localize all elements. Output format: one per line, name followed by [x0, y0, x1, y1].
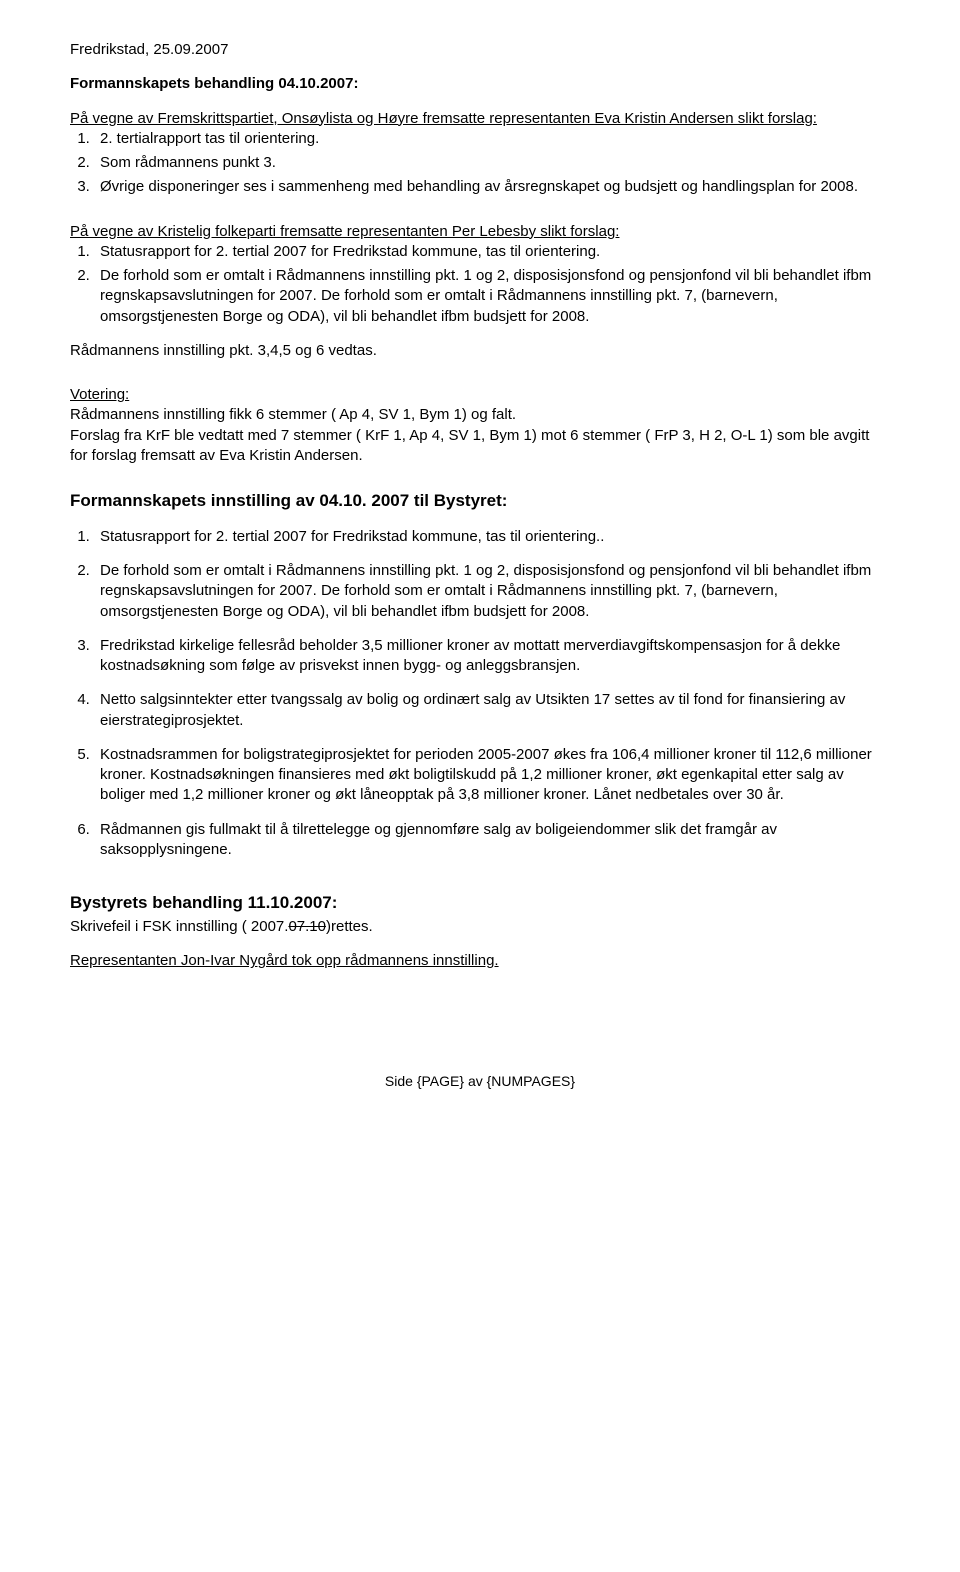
votering-title: Votering:	[70, 385, 890, 405]
s1-item-3: Øvrige disponeringer ses i sammenheng me…	[94, 177, 890, 197]
bystyret-pre: Skrivefeil i FSK innstilling ( 2007.	[70, 918, 288, 935]
inn-item-2: De forhold som er omtalt i Rådmannens in…	[94, 561, 890, 622]
section2-list: Statusrapport for 2. tertial 2007 for Fr…	[70, 242, 890, 327]
s2-item-1: Statusrapport for 2. tertial 2007 for Fr…	[94, 242, 890, 262]
bystyret-rep: Representanten Jon-Ivar Nygård tok opp r…	[70, 951, 890, 971]
inn-item-5: Kostnadsrammen for boligstrategiprosjekt…	[94, 745, 890, 806]
location-date: Fredrikstad, 25.09.2007	[70, 40, 890, 60]
section1-title: Formannskapets behandling 04.10.2007:	[70, 74, 890, 94]
section2-closing: Rådmannens innstilling pkt. 3,4,5 og 6 v…	[70, 341, 890, 361]
s1-item-1: 2. tertialrapport tas til orientering.	[94, 129, 890, 149]
section1-intro: På vegne av Fremskrittspartiet, Onsøylis…	[70, 109, 890, 129]
bystyret-line: Skrivefeil i FSK innstilling ( 2007.07.1…	[70, 917, 890, 937]
inn-item-3: Fredrikstad kirkelige fellesråd beholder…	[94, 636, 890, 677]
section2-intro: På vegne av Kristelig folkeparti fremsat…	[70, 222, 890, 242]
innstilling-title: Formannskapets innstilling av 04.10. 200…	[70, 490, 890, 513]
inn-item-6: Rådmannen gis fullmakt til å tilretteleg…	[94, 820, 890, 861]
bystyret-strike: 07.10	[288, 918, 326, 935]
bystyret-title: Bystyrets behandling 11.10.2007:	[70, 892, 890, 915]
inn-item-1: Statusrapport for 2. tertial 2007 for Fr…	[94, 527, 890, 547]
inn-item-4: Netto salgsinntekter etter tvangssalg av…	[94, 690, 890, 731]
votering-line2: Forslag fra KrF ble vedtatt med 7 stemme…	[70, 426, 890, 467]
section1-list: 2. tertialrapport tas til orientering. S…	[70, 129, 890, 198]
s2-item-2: De forhold som er omtalt i Rådmannens in…	[94, 266, 890, 327]
bystyret-post: )rettes.	[326, 918, 373, 935]
votering-line1: Rådmannens innstilling fikk 6 stemmer ( …	[70, 405, 890, 425]
s1-item-2: Som rådmannens punkt 3.	[94, 153, 890, 173]
page-footer: Side {PAGE} av {NUMPAGES}	[70, 1072, 890, 1091]
innstilling-list: Statusrapport for 2. tertial 2007 for Fr…	[70, 527, 890, 860]
